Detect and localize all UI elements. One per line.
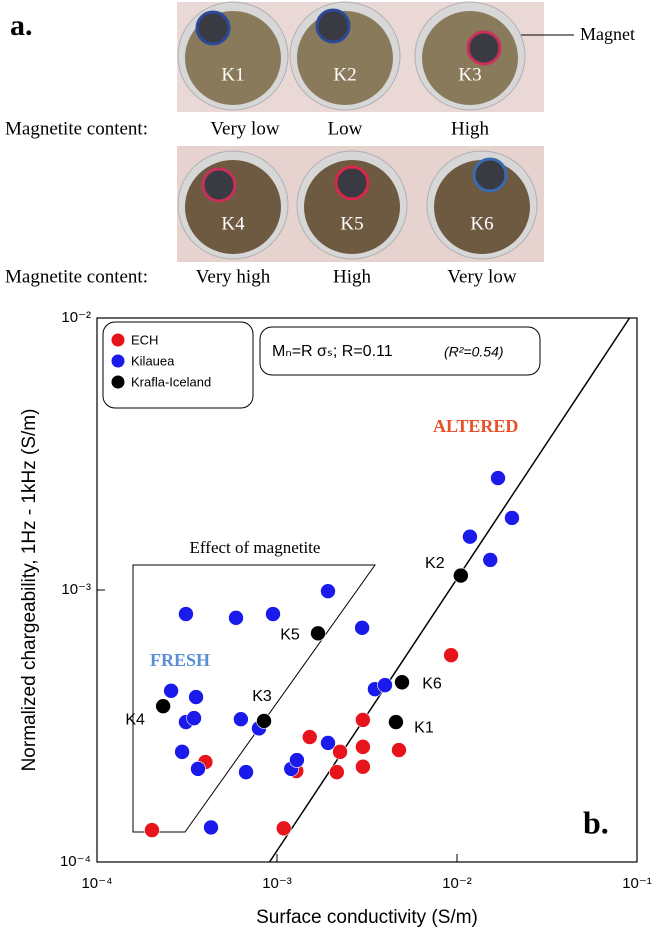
point — [233, 711, 249, 727]
y-tick-label: 10⁻⁴ — [60, 853, 91, 870]
magnet — [334, 165, 370, 201]
sample — [185, 160, 281, 254]
magnetite-content: Very low — [447, 266, 516, 287]
magnet-label: Magnet — [580, 24, 635, 44]
point — [355, 758, 371, 775]
fit-box — [259, 326, 541, 376]
panel-label: b. — [583, 804, 609, 840]
x-axis-label: Surface conductivity (S/m) — [256, 907, 478, 928]
point — [190, 761, 206, 777]
point — [310, 625, 326, 642]
point — [301, 729, 318, 745]
sample-id: K5 — [340, 213, 363, 234]
magnetite-content: High — [333, 266, 372, 287]
legend-label: Krafla-Iceland — [131, 374, 211, 389]
point — [482, 552, 499, 568]
magnetite-region — [132, 564, 376, 833]
row-caption: Magnetite content: — [5, 266, 148, 287]
x-tick-label: 10⁻¹ — [622, 875, 652, 892]
annotation: FRESH — [150, 650, 210, 670]
sample-id: K1 — [221, 64, 244, 85]
row-caption: Magnetite content: — [5, 118, 148, 139]
magnetite-content: High — [451, 118, 490, 139]
point — [391, 742, 407, 758]
point — [462, 528, 478, 545]
legend-label: Kilauea — [131, 353, 175, 368]
y-tick-label: 10⁻³ — [61, 581, 91, 598]
point — [388, 714, 404, 730]
point — [186, 710, 202, 726]
fit-equation: Mₙ=R σₛ; R=0.11 — [272, 343, 393, 360]
point — [228, 610, 244, 626]
point — [163, 683, 179, 699]
sample-id: K3 — [458, 64, 481, 85]
sample-id: K4 — [221, 213, 245, 234]
magnetite-content: Very high — [196, 266, 271, 287]
point — [443, 647, 459, 663]
point — [332, 744, 348, 760]
point — [144, 822, 160, 838]
fit-r2: (R²=0.54) — [444, 344, 504, 360]
point — [174, 744, 190, 760]
magnet — [472, 157, 508, 193]
legend-marker — [111, 375, 125, 389]
sample — [434, 160, 530, 254]
legend-label: ECH — [131, 332, 158, 347]
x-tick-label: 10⁻³ — [262, 875, 292, 892]
dishes: K1 Very low K2 Low K3 High K4 Very high K5 High K6… — [177, 1, 538, 287]
point — [377, 677, 393, 693]
sample-id: K2 — [333, 64, 356, 85]
chart: Effect of magnetite FRESH ALTERED b. Mₙ=… — [19, 309, 652, 928]
point-label: K2 — [425, 555, 445, 572]
point-label: K6 — [422, 675, 442, 692]
annotation: Effect of magnetite — [190, 538, 321, 557]
sample-id: K6 — [470, 213, 493, 234]
point — [504, 510, 520, 526]
point — [329, 764, 345, 780]
point — [320, 583, 336, 599]
point — [355, 739, 371, 755]
sample — [304, 160, 400, 254]
y-axis-label: Normalized chargeability, 1Hz - 1kHz (S/… — [19, 409, 40, 772]
point — [238, 764, 254, 780]
panel-label: a. — [10, 9, 33, 42]
legend-marker — [111, 333, 125, 347]
point — [188, 689, 204, 705]
point — [355, 712, 371, 728]
point-label: K3 — [252, 688, 272, 705]
point-label: K4 — [125, 711, 145, 728]
magnetite-content: Low — [328, 118, 363, 139]
point — [178, 606, 194, 622]
point — [394, 674, 410, 691]
point — [275, 820, 292, 837]
point — [490, 470, 506, 486]
annotation: ALTERED — [433, 416, 518, 436]
point — [354, 620, 370, 636]
point — [155, 698, 171, 714]
point — [289, 752, 305, 768]
legend — [102, 321, 254, 409]
x-tick-label: 10⁻² — [442, 875, 472, 892]
x-tick-label: 10⁻⁴ — [81, 875, 112, 892]
magnet — [466, 30, 502, 66]
point — [265, 606, 281, 622]
magnet — [195, 10, 231, 46]
point — [256, 713, 272, 729]
magnet — [201, 167, 237, 203]
magnetite-content: Very low — [210, 118, 279, 139]
point-label: K1 — [414, 719, 434, 736]
point-label: K5 — [280, 627, 300, 644]
magnet — [315, 8, 351, 44]
y-tick-label: 10⁻² — [61, 309, 91, 326]
point — [320, 735, 336, 751]
point — [453, 567, 469, 584]
point — [203, 819, 219, 836]
legend-marker — [111, 354, 125, 368]
